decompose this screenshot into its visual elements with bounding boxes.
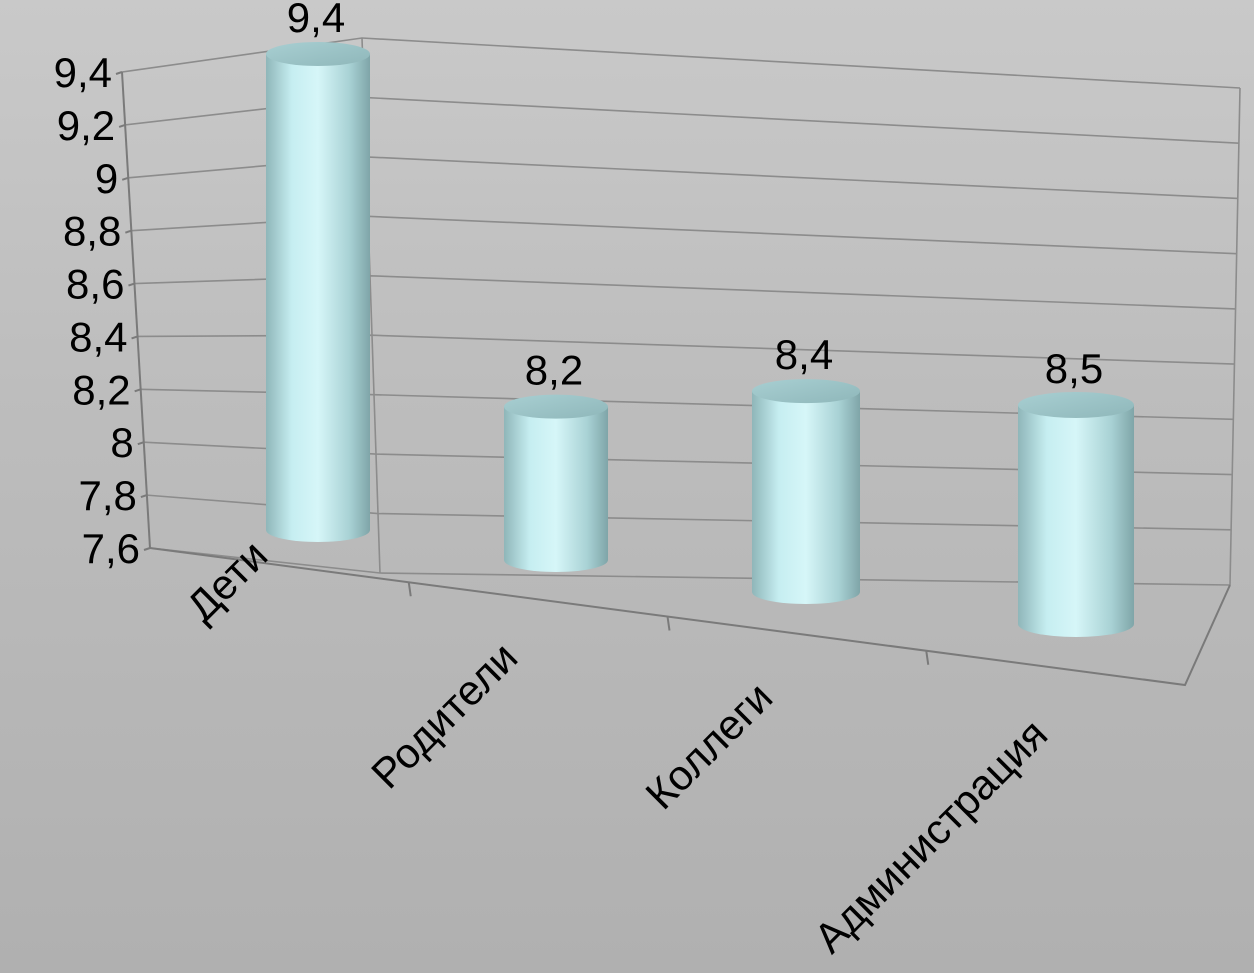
y-tick-label: 8 xyxy=(110,419,133,466)
y-tick-label: 8,6 xyxy=(66,261,124,308)
x-axis-line xyxy=(149,547,1231,687)
y-tick-mark xyxy=(140,494,148,499)
y-tick-mark xyxy=(121,176,129,181)
y-axis-ticks: 7,6 7,8 8 8,2 8,4 8,6 8,8 9 9,2 9,4 xyxy=(54,49,140,572)
category-labels: Дети Родители Коллеги Администрация xyxy=(177,531,1056,962)
x-tick-mark xyxy=(925,650,930,665)
x-tick-mark xyxy=(407,582,412,597)
y-tick-label: 9 xyxy=(95,155,118,202)
y-tick-mark xyxy=(128,282,135,287)
bar-top xyxy=(504,394,608,419)
bar xyxy=(504,394,608,572)
bar-body xyxy=(752,391,860,604)
y-tick-mark xyxy=(143,547,151,551)
y-tick-mark xyxy=(134,388,141,393)
y-tick-label: 9,2 xyxy=(57,102,115,149)
y-tick-mark xyxy=(137,441,145,446)
y-tick-label: 9,4 xyxy=(54,49,112,96)
bar-body xyxy=(1018,405,1134,637)
back-wall-right-edge xyxy=(1229,87,1241,586)
bar-top xyxy=(752,379,860,404)
category-label: Коллеги xyxy=(636,673,781,818)
y-tick-mark xyxy=(118,123,126,128)
bar xyxy=(1018,392,1134,637)
bar xyxy=(266,42,370,542)
y-tick-mark xyxy=(115,71,123,75)
data-label: 8,2 xyxy=(525,347,583,394)
category-label: Дети xyxy=(177,531,276,630)
y-tick-label: 8,4 xyxy=(69,313,127,360)
bar-top xyxy=(1018,392,1134,418)
category-label: Родители xyxy=(362,633,526,797)
data-label: 8,5 xyxy=(1045,345,1103,392)
y-tick-label: 7,8 xyxy=(78,472,136,519)
bar-body xyxy=(504,406,608,572)
bar-body xyxy=(266,54,370,542)
x-tick-mark xyxy=(666,616,671,631)
y-tick-label: 7,6 xyxy=(82,525,140,572)
data-label: 9,4 xyxy=(287,0,345,41)
bar xyxy=(752,379,860,604)
data-label: 8,4 xyxy=(775,331,833,378)
bars: 9,4 8,2 8,4 8,5 xyxy=(266,0,1134,637)
category-label: Администрация xyxy=(805,710,1057,962)
y-tick-label: 8,2 xyxy=(72,366,130,413)
y-tick-mark xyxy=(131,335,138,340)
y-tick-label: 8,8 xyxy=(63,208,121,255)
y-axis-line xyxy=(121,71,151,549)
y-tick-mark xyxy=(125,229,132,234)
bar-top xyxy=(266,42,370,66)
